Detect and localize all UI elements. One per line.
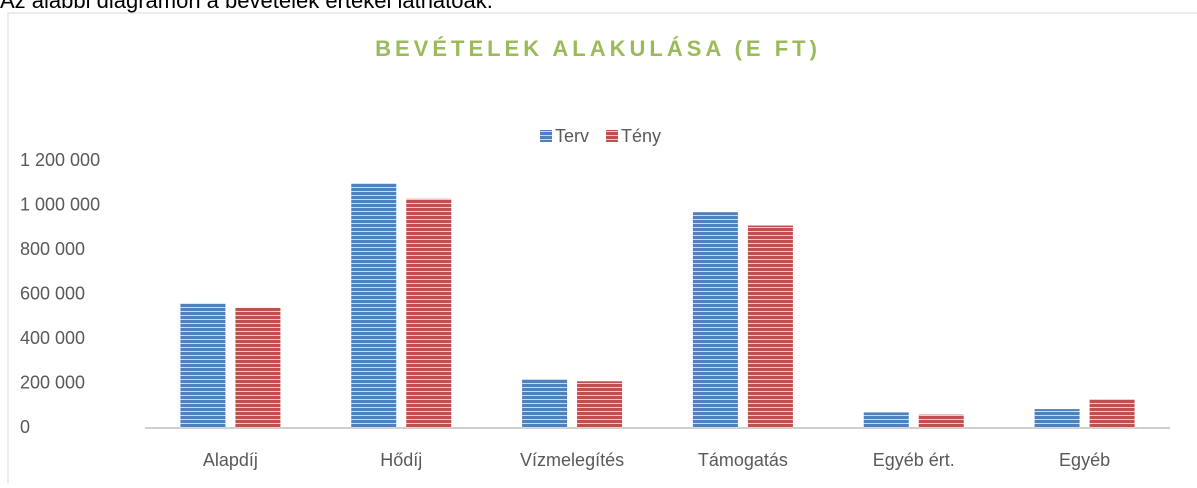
legend-swatch — [606, 130, 619, 142]
x-tick-label: Egyéb — [1059, 450, 1110, 470]
bar — [747, 225, 793, 428]
chart-title: BEVÉTELEK ALAKULÁSA (E FT) — [375, 36, 821, 61]
x-tick-label: Alapdíj — [203, 450, 258, 470]
y-tick-label: 0 — [20, 417, 30, 437]
bar — [918, 414, 964, 428]
bar — [863, 412, 909, 428]
bar — [235, 307, 281, 428]
bar — [522, 379, 568, 428]
bar — [351, 183, 397, 428]
bar — [577, 381, 623, 428]
y-tick-label: 200 000 — [20, 372, 85, 392]
x-tick-label: Vízmelegítés — [520, 450, 624, 470]
bar — [180, 303, 226, 428]
intro-text: Az alábbi diagramon a bevételek értékei … — [0, 0, 493, 13]
x-tick-label: Egyéb ért. — [873, 450, 955, 470]
x-tick-label: Támogatás — [698, 450, 788, 470]
bar — [692, 212, 738, 428]
bar — [1034, 409, 1080, 428]
bar — [1089, 399, 1135, 428]
y-tick-label: 1 200 000 — [20, 150, 100, 170]
bar — [406, 198, 452, 428]
legend-label: Tény — [621, 126, 661, 146]
x-tick-label: Hődíj — [380, 450, 422, 470]
legend-swatch — [540, 130, 552, 142]
legend-label: Terv — [555, 126, 589, 146]
y-tick-label: 600 000 — [20, 283, 85, 303]
y-tick-label: 800 000 — [20, 239, 85, 259]
y-tick-label: 1 000 000 — [20, 194, 100, 214]
y-tick-label: 400 000 — [20, 328, 85, 348]
